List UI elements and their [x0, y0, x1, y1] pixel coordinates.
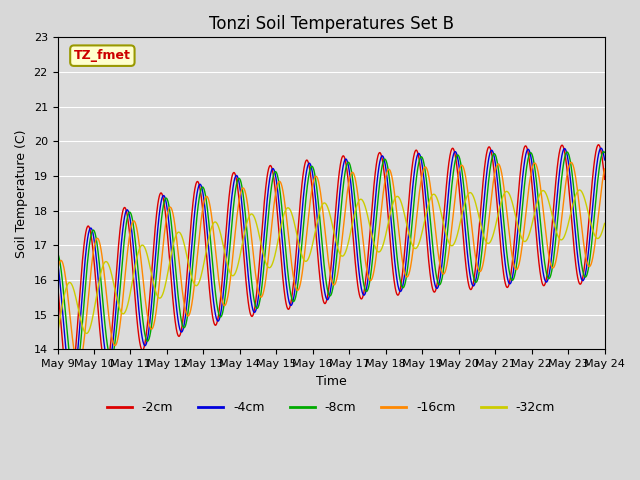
-4cm — [597, 145, 605, 151]
-16cm — [54, 268, 61, 274]
-2cm — [82, 230, 90, 236]
-8cm — [600, 149, 607, 155]
-16cm — [585, 264, 593, 269]
-16cm — [82, 322, 90, 328]
-2cm — [484, 144, 492, 150]
-16cm — [320, 217, 328, 223]
Text: TZ_fmet: TZ_fmet — [74, 49, 131, 62]
-4cm — [54, 259, 61, 264]
-32cm — [484, 240, 492, 246]
-8cm — [305, 170, 313, 176]
-16cm — [74, 363, 82, 369]
-8cm — [601, 150, 609, 156]
Title: Tonzi Soil Temperatures Set B: Tonzi Soil Temperatures Set B — [209, 15, 454, 33]
-2cm — [65, 386, 73, 392]
X-axis label: Time: Time — [316, 374, 346, 387]
-4cm — [585, 246, 593, 252]
Line: -8cm: -8cm — [58, 152, 605, 379]
Line: -4cm: -4cm — [58, 148, 605, 384]
-2cm — [585, 219, 593, 225]
-16cm — [601, 166, 609, 172]
Line: -2cm: -2cm — [58, 145, 605, 389]
-4cm — [320, 284, 328, 289]
-8cm — [82, 279, 90, 285]
-32cm — [576, 187, 584, 193]
-32cm — [585, 213, 593, 218]
Line: -32cm: -32cm — [58, 190, 605, 334]
-16cm — [567, 159, 575, 165]
-8cm — [484, 179, 492, 185]
-4cm — [68, 382, 76, 387]
-4cm — [585, 244, 593, 250]
-16cm — [484, 220, 492, 226]
Line: -16cm: -16cm — [58, 162, 605, 366]
-2cm — [305, 164, 313, 169]
-32cm — [54, 331, 61, 336]
-32cm — [305, 254, 313, 260]
Y-axis label: Soil Temperature (C): Soil Temperature (C) — [15, 129, 28, 258]
-4cm — [484, 157, 492, 163]
-4cm — [82, 251, 90, 257]
-2cm — [595, 142, 602, 148]
-2cm — [585, 216, 593, 222]
-2cm — [54, 281, 61, 287]
-2cm — [601, 177, 609, 182]
-16cm — [305, 206, 313, 212]
-16cm — [586, 264, 593, 269]
-2cm — [320, 300, 328, 305]
-32cm — [82, 330, 90, 336]
-8cm — [320, 259, 328, 264]
-8cm — [70, 376, 78, 382]
-4cm — [601, 157, 609, 163]
-32cm — [601, 220, 609, 226]
-8cm — [585, 263, 593, 268]
-8cm — [54, 251, 61, 256]
-32cm — [585, 212, 593, 217]
Legend: -2cm, -4cm, -8cm, -16cm, -32cm: -2cm, -4cm, -8cm, -16cm, -32cm — [102, 396, 560, 419]
-32cm — [319, 200, 327, 206]
-4cm — [305, 160, 313, 166]
-8cm — [585, 264, 593, 270]
